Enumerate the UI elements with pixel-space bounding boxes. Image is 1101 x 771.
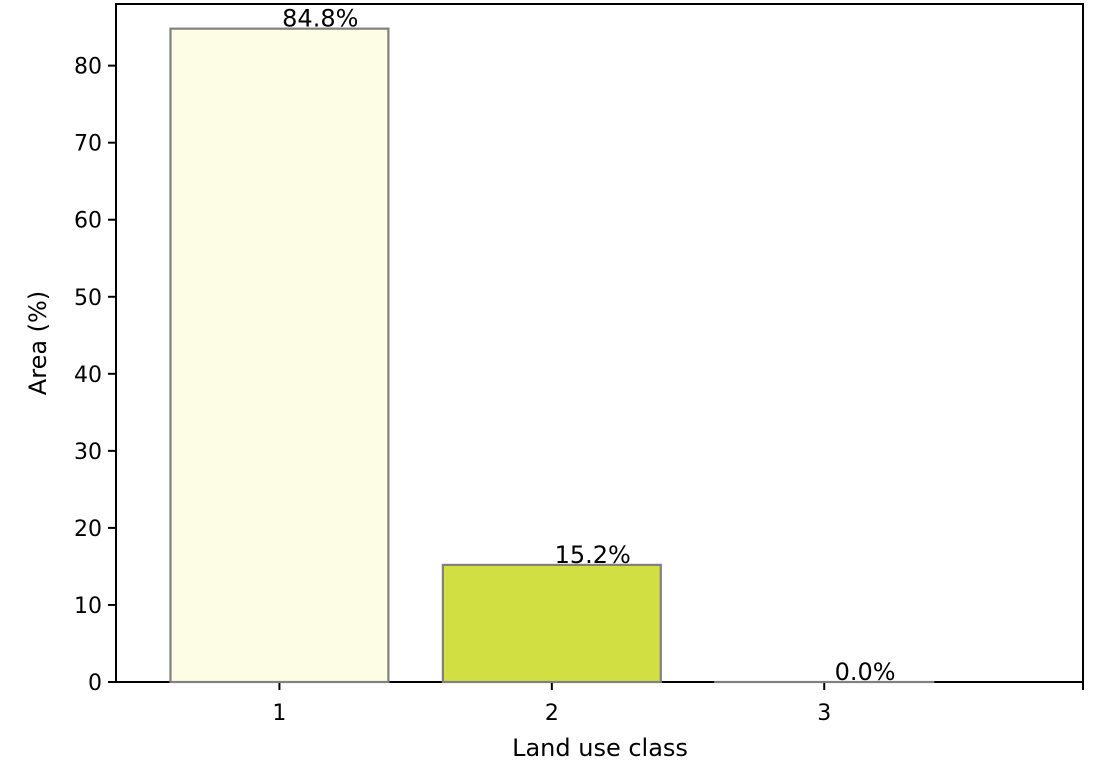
y-tick-label: 50 [74,286,102,311]
bar-1 [169,27,390,684]
data-label-2: 15.2% [555,541,631,569]
y-tick-label: 40 [74,363,102,388]
y-axis-title: Area (%) [24,291,52,395]
y-tick-label: 20 [74,517,102,542]
y-tick-label: 10 [74,594,102,619]
x-axis-title: Land use class [512,734,688,762]
y-axis: 0 10 20 30 40 50 60 70 80 [74,55,116,696]
y-tick-label: 0 [88,671,102,696]
data-label-3: 0.0% [835,658,896,686]
x-tick-label: 3 [817,701,831,726]
y-tick-label: 70 [74,132,102,157]
x-tick-label: 2 [545,701,559,726]
x-axis: 1 2 3 [272,682,1084,726]
y-tick-label: 60 [74,209,102,234]
x-tick-label: 1 [272,701,286,726]
data-label-1: 84.8% [282,5,358,33]
y-tick-label: 30 [74,440,102,465]
y-tick-label: 80 [74,55,102,80]
bar-2 [441,563,662,684]
data-labels: 84.8% 15.2% 0.0% [282,5,895,686]
bars [169,27,935,684]
